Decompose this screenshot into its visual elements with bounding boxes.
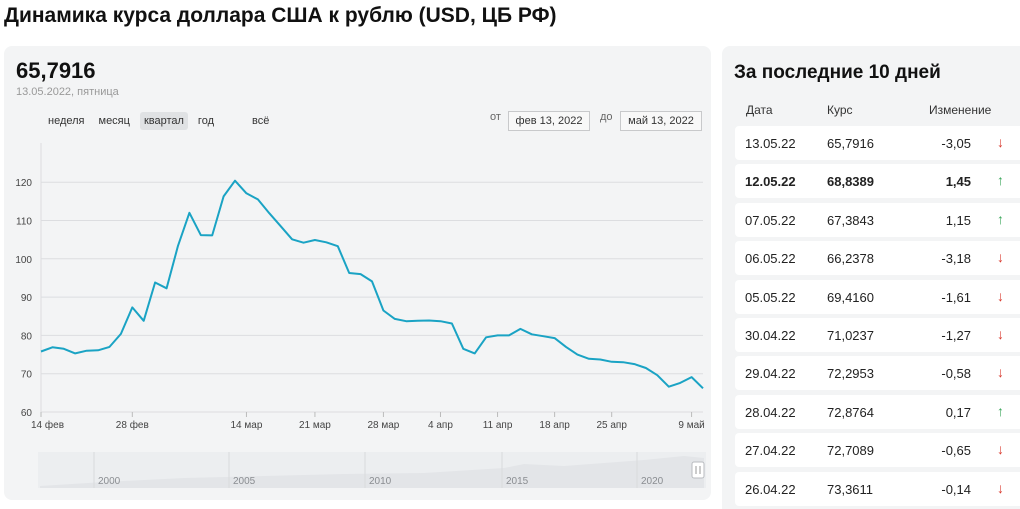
row-change: -0,58 (941, 366, 971, 382)
y-tick-label: 60 (21, 408, 33, 419)
period-quarter[interactable]: квартал (139, 112, 188, 130)
row-rate: 72,2953 (827, 366, 874, 382)
chart-panel: 65,7916 13.05.2022, пятница неделя месяц… (4, 46, 711, 500)
y-tick-label: 70 (21, 370, 33, 381)
row-date: 29.04.22 (745, 366, 796, 382)
row-rate: 72,8764 (827, 404, 874, 420)
x-tick-label: 28 фев (116, 419, 149, 431)
header-change: Изменение (929, 103, 992, 117)
period-all[interactable]: всё (252, 115, 270, 127)
row-rate: 69,4160 (827, 289, 874, 305)
row-date: 07.05.22 (745, 212, 796, 228)
table-row: 28.04.22 72,8764 0,17 ↑ (735, 394, 1020, 429)
row-date: 27.04.22 (745, 443, 796, 459)
row-change: -0,65 (941, 443, 971, 459)
row-date: 26.04.22 (745, 481, 796, 497)
arrow-down-icon: ↓ (997, 287, 1004, 304)
x-axis-ticks: 14 фев 28 фев 14 мар 21 мар 28 мар 4 апр 11 ап… (31, 412, 705, 431)
row-rate: 68,8389 (827, 174, 874, 190)
current-rate: 65,7916 (16, 58, 96, 83)
header-rate: Курс (827, 103, 853, 117)
arrow-down-icon: ↓ (997, 326, 1004, 342)
x-tick-label: 9 май (678, 420, 704, 431)
arrow-down-icon: ↓ (997, 249, 1004, 266)
table-row: 13.05.22 65,7916 -3,05 ↓ (735, 126, 1020, 160)
table-row: 05.05.22 69,4160 -1,61 ↓ (735, 279, 1020, 314)
page-title: Динамика курса доллара США к рублю (USD,… (4, 4, 557, 27)
header-date: Дата (746, 103, 773, 117)
row-date: 06.05.22 (745, 251, 796, 267)
row-change: -1,61 (941, 289, 971, 305)
current-date: 13.05.2022, пятница (16, 86, 119, 98)
x-tick-label: 11 апр (483, 420, 513, 431)
navigator-year-label: 2020 (641, 476, 664, 487)
arrow-up-icon: ↑ (997, 172, 1004, 189)
row-change: 0,17 (945, 404, 971, 420)
row-change: -0,14 (941, 481, 971, 497)
table-row: 30.04.22 71,0237 -1,27 ↓ (735, 318, 1020, 352)
period-switcher: неделя месяц квартал год всё (44, 112, 279, 130)
range-from-input[interactable]: фев 13, 2022 (508, 111, 590, 131)
table-row: 27.04.22 72,7089 -0,65 ↓ (735, 433, 1020, 468)
range-to-label: до (600, 111, 613, 123)
arrow-up-icon: ↑ (997, 210, 1004, 227)
x-tick-label: 14 фев (31, 419, 64, 431)
table-title: За последние 10 дней (734, 62, 941, 83)
y-tick-label: 100 (15, 255, 32, 266)
x-tick-label: 21 мар (299, 420, 331, 431)
navigator-handle[interactable] (691, 461, 705, 479)
x-tick-label: 28 мар (367, 420, 399, 431)
x-tick-label: 25 апр (596, 420, 627, 431)
row-change: -1,27 (941, 328, 971, 343)
range-from-label: от (490, 111, 501, 123)
row-change: 1,45 (945, 174, 971, 190)
row-rate: 66,2378 (827, 251, 874, 267)
arrow-down-icon: ↓ (997, 364, 1004, 381)
period-month[interactable]: месяц (98, 115, 130, 127)
rate-chart[interactable]: 60 70 80 90 100 110 120 14 фев 28 фев 14 мар 21 м… (4, 46, 711, 500)
range-to-input[interactable]: май 13, 2022 (620, 111, 702, 131)
table-row: 26.04.22 73,3611 -0,14 ↓ (735, 471, 1020, 506)
row-change: -3,18 (941, 251, 971, 267)
table-row: 29.04.22 72,2953 -0,58 ↓ (735, 356, 1020, 391)
navigator-year-label: 2015 (506, 476, 529, 487)
navigator-year-label: 2005 (233, 476, 256, 487)
y-tick-label: 80 (21, 331, 33, 342)
row-rate: 73,3611 (827, 481, 874, 497)
arrow-down-icon: ↓ (997, 134, 1004, 150)
row-date: 28.04.22 (745, 404, 796, 420)
table-row: 06.05.22 66,2378 -3,18 ↓ (735, 241, 1020, 276)
x-tick-label: 18 апр (539, 420, 570, 431)
row-rate: 65,7916 (827, 136, 874, 151)
y-tick-label: 90 (21, 293, 33, 304)
navigator-area (40, 456, 704, 488)
row-rate: 67,3843 (827, 212, 874, 228)
row-rate: 72,7089 (827, 443, 874, 459)
period-week[interactable]: неделя (48, 115, 85, 127)
row-date: 05.05.22 (745, 289, 796, 305)
row-date: 12.05.22 (745, 174, 796, 190)
y-axis-ticks: 60 70 80 90 100 110 120 (15, 178, 32, 419)
time-navigator: 2000 2005 2010 2015 2020 (38, 452, 706, 488)
chart-grid (40, 143, 703, 413)
period-year[interactable]: год (197, 115, 214, 127)
navigator-year-label: 2000 (98, 476, 121, 487)
y-tick-label: 120 (15, 178, 32, 189)
row-rate: 71,0237 (827, 328, 874, 343)
table-row: 07.05.22 67,3843 1,15 ↑ (735, 202, 1020, 237)
x-tick-label: 4 апр (428, 420, 453, 431)
x-tick-label: 14 мар (230, 420, 262, 431)
row-date: 30.04.22 (745, 328, 796, 343)
arrow-up-icon: ↑ (997, 402, 1004, 419)
arrow-down-icon: ↓ (997, 479, 1004, 496)
series-line (40, 179, 704, 390)
table-row: 12.05.22 68,8389 1,45 ↑ (735, 164, 1020, 199)
navigator-year-label: 2010 (369, 476, 392, 487)
last-10-days-panel: За последние 10 дней Дата Курс Изменение… (722, 46, 1020, 509)
row-change: -3,05 (941, 136, 971, 151)
row-date: 13.05.22 (745, 136, 796, 151)
row-change: 1,15 (945, 212, 971, 228)
arrow-down-icon: ↓ (997, 441, 1004, 458)
y-tick-label: 110 (16, 217, 32, 228)
